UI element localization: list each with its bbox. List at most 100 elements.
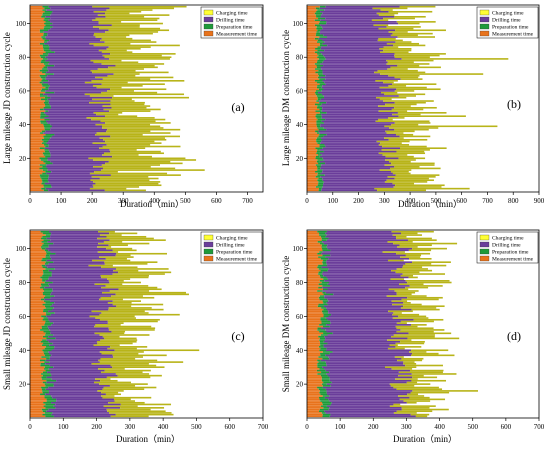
bar-segment (317, 39, 323, 42)
bar-segment (307, 122, 317, 124)
bar-segment (316, 31, 320, 33)
bar-segment (30, 59, 42, 62)
bar-segment (307, 69, 319, 72)
bar-segment (307, 329, 318, 331)
bar-segment (42, 266, 48, 269)
bar-segment (407, 337, 460, 340)
bar-segment (307, 415, 323, 418)
y-tick-label: 100 (293, 245, 304, 253)
bar-segment (315, 186, 323, 188)
bar-segment (327, 247, 413, 250)
bar-segment (43, 144, 49, 146)
bar-segment (373, 24, 389, 27)
bar-segment (30, 347, 45, 350)
bar-segment (45, 307, 54, 309)
bar-segment (102, 154, 139, 156)
bar-segment (30, 290, 44, 292)
bar-segment (30, 120, 41, 123)
bar-segment (46, 337, 56, 340)
bar-segment (30, 182, 42, 185)
bar-segment (387, 61, 414, 64)
bar-segment (92, 142, 162, 144)
bar-segment (30, 10, 45, 13)
bar-segment (51, 125, 102, 128)
bar-segment (48, 48, 107, 50)
bar-segment (44, 10, 53, 13)
bar-segment (317, 359, 321, 362)
bar-segment (307, 53, 318, 55)
bar-segment (48, 88, 111, 91)
bar-segment (307, 39, 318, 42)
bar-segment (101, 371, 143, 374)
bar-segment (314, 80, 323, 82)
bar-segment (371, 19, 389, 21)
bar-segment (321, 113, 393, 116)
bar-segment (307, 24, 315, 27)
bar-segment (51, 170, 95, 173)
bar-segment (323, 346, 396, 348)
bar-segment (54, 91, 102, 94)
bar-segment (51, 135, 111, 138)
bar-segment (30, 330, 44, 333)
bar-segment (307, 165, 317, 168)
bar-segment (45, 407, 56, 409)
bar-segment (101, 91, 158, 94)
bar-segment (330, 403, 394, 406)
bar-segment (307, 86, 317, 89)
bar-segment (30, 313, 47, 316)
legend-label: Charging time (216, 11, 248, 17)
bar-segment (45, 234, 51, 236)
bar-segment (104, 56, 172, 59)
bar-segment (321, 187, 375, 190)
bar-segment (103, 241, 123, 243)
bar-segment (388, 31, 408, 33)
bar-segment (30, 366, 45, 368)
bar-segment (30, 118, 45, 121)
bar-segment (314, 37, 319, 40)
bar-segment (42, 68, 48, 70)
bar-segment (45, 385, 54, 387)
bar-segment (379, 98, 392, 101)
bar-segment (44, 41, 48, 43)
bar-segment (109, 149, 137, 151)
bar-segment (43, 242, 54, 245)
bar-segment (307, 159, 318, 161)
bar-segment (30, 27, 44, 30)
bar-segment (45, 247, 107, 250)
bar-segment (307, 290, 318, 292)
bar-segment (45, 51, 55, 53)
bar-segment (30, 371, 43, 374)
bar-segment (50, 234, 100, 236)
bar-segment (40, 90, 46, 92)
bar-segment (44, 42, 90, 45)
bar-segment (53, 366, 113, 368)
bar-segment (39, 42, 45, 45)
bar-segment (408, 249, 432, 252)
bar-segment (49, 285, 106, 287)
bar-segment (42, 280, 46, 282)
bar-segment (317, 41, 325, 43)
bar-segment (316, 117, 322, 119)
bar-segment (323, 344, 390, 346)
bar-segment (315, 170, 323, 173)
bar-segment (307, 286, 319, 289)
bar-segment (45, 388, 103, 391)
bar-segment (30, 334, 46, 336)
bar-segment (114, 349, 200, 352)
bar-segment (30, 337, 47, 340)
bar-segment (103, 386, 157, 389)
bar-segment (307, 246, 322, 248)
bar-segment (107, 410, 166, 413)
bar-segment (307, 154, 319, 156)
bar-segment (30, 359, 40, 362)
bar-segment (107, 302, 132, 304)
bar-segment (391, 269, 433, 272)
x-tick-label: 400 (158, 423, 169, 431)
bar-segment (93, 181, 161, 183)
bar-segment (387, 347, 405, 350)
bar-segment (322, 179, 387, 182)
bar-segment (108, 66, 158, 69)
bar-segment (44, 412, 53, 414)
bar-segment (43, 101, 49, 104)
x-tick-label: 100 (58, 423, 69, 431)
